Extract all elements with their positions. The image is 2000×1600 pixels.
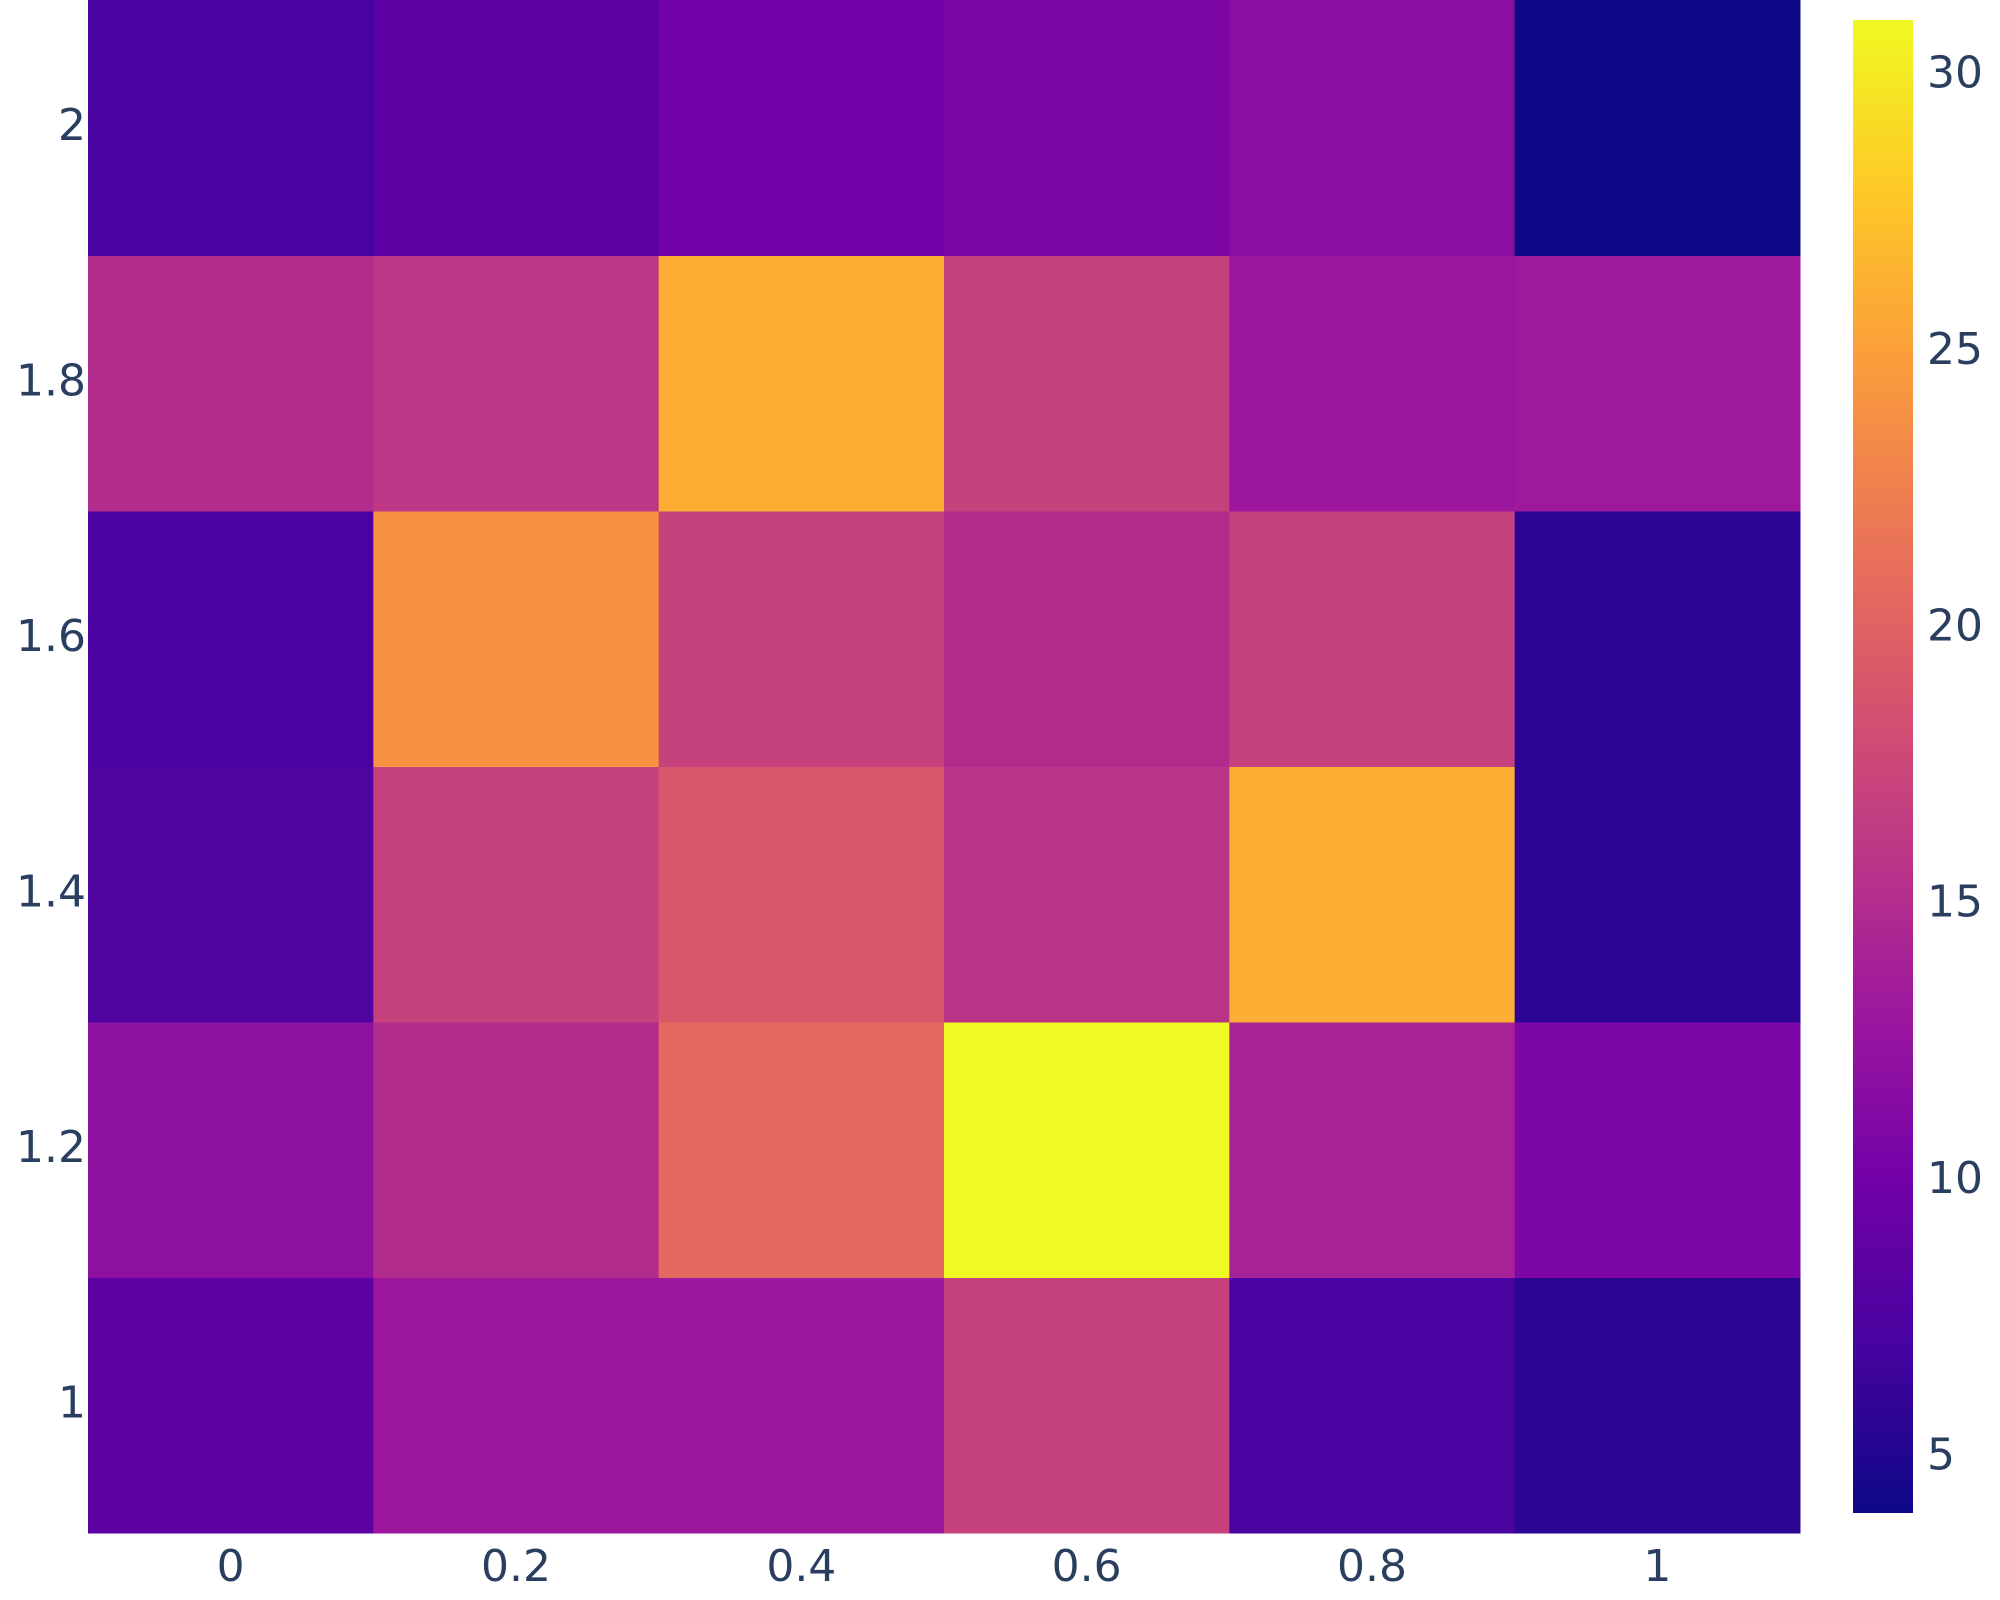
y-tick-label: 1.6 bbox=[16, 611, 86, 662]
heatmap-cell bbox=[1229, 766, 1516, 1023]
heatmap-cell bbox=[658, 511, 945, 767]
heatmap-cell bbox=[944, 511, 1230, 767]
heatmap-cell bbox=[373, 1022, 660, 1278]
heatmap-cell bbox=[373, 0, 660, 256]
heatmap-cell bbox=[88, 0, 374, 256]
heatmap-cell bbox=[1514, 0, 1801, 256]
colorbar-tick-label: 25 bbox=[1927, 324, 1983, 375]
heatmap-cell bbox=[373, 511, 660, 767]
heatmap-cell bbox=[88, 1277, 374, 1534]
colorbar bbox=[1853, 20, 1913, 1513]
heatmap-cell bbox=[1229, 255, 1516, 512]
heatmap-cell bbox=[1514, 1277, 1801, 1534]
heatmap-cell bbox=[944, 1277, 1230, 1534]
colorbar-tick-label: 20 bbox=[1927, 600, 1983, 651]
heatmap-cell bbox=[373, 255, 660, 512]
heatmap-cell bbox=[88, 766, 374, 1023]
colorbar-tick-label: 30 bbox=[1927, 47, 1983, 98]
heatmap-cell bbox=[1229, 1277, 1516, 1534]
heatmap-cell bbox=[88, 1022, 374, 1278]
y-tick-label: 1.8 bbox=[16, 355, 86, 406]
x-tick-label: 0.6 bbox=[1052, 1541, 1122, 1592]
heatmap-cell bbox=[1514, 511, 1801, 767]
heatmap-cell bbox=[944, 766, 1230, 1023]
heatmap-cell bbox=[944, 0, 1230, 256]
heatmap-cell bbox=[1514, 1022, 1801, 1278]
heatmap-cell bbox=[1229, 0, 1516, 256]
colorbar-tick-label: 5 bbox=[1927, 1430, 1955, 1481]
heatmap-cell bbox=[658, 1277, 945, 1534]
y-tick-label: 1 bbox=[58, 1377, 86, 1428]
heatmap-cell bbox=[658, 1022, 945, 1278]
heatmap-cell bbox=[88, 511, 374, 767]
x-tick-label: 0.8 bbox=[1337, 1541, 1407, 1592]
heatmap-cell bbox=[944, 1022, 1230, 1278]
heatmap-cell bbox=[658, 0, 945, 256]
heatmap-cell bbox=[944, 255, 1230, 512]
x-tick-label: 0.2 bbox=[481, 1541, 551, 1592]
heatmap-cell bbox=[1514, 766, 1801, 1023]
heatmap-cell bbox=[1229, 511, 1516, 767]
heatmap-cell bbox=[658, 766, 945, 1023]
y-tick-label: 1.4 bbox=[16, 866, 86, 917]
heatmap-cell bbox=[373, 1277, 660, 1534]
heatmap-cell bbox=[1514, 255, 1801, 512]
x-tick-label: 0.4 bbox=[766, 1541, 836, 1592]
colorbar-tick-label: 15 bbox=[1927, 877, 1983, 928]
colorbar-tick-label: 10 bbox=[1927, 1153, 1983, 1204]
y-tick-label: 1.2 bbox=[16, 1122, 86, 1173]
heatmap-cell bbox=[373, 766, 660, 1023]
x-tick-label: 1 bbox=[1643, 1541, 1671, 1592]
heatmap-cell bbox=[1229, 1022, 1516, 1278]
y-tick-label: 2 bbox=[58, 100, 86, 151]
x-tick-label: 0 bbox=[217, 1541, 245, 1592]
heatmap-cell bbox=[658, 255, 945, 512]
heatmap-cell bbox=[88, 255, 374, 512]
